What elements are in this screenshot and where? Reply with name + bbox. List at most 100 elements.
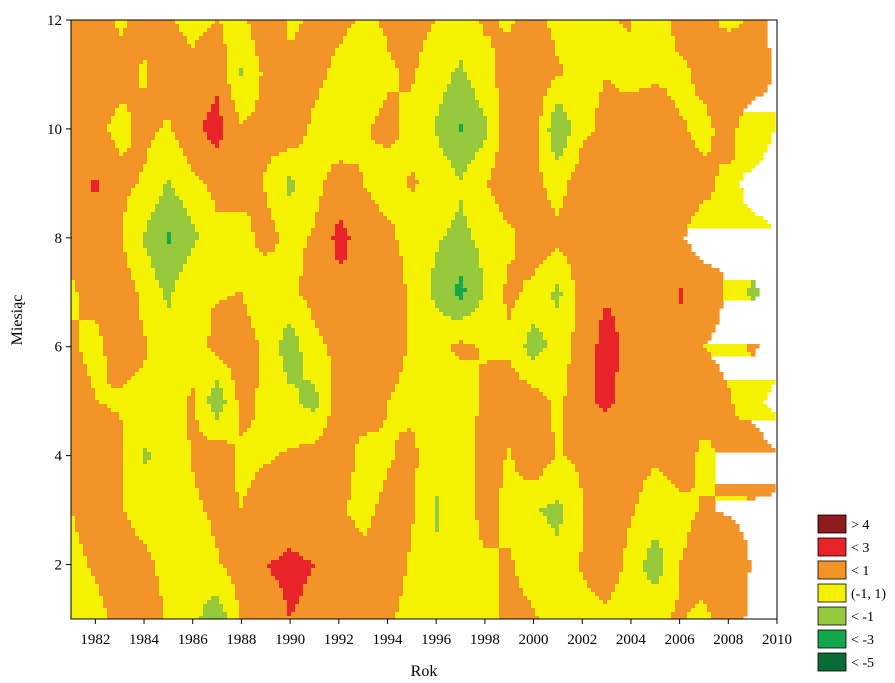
contour-cell (71, 160, 148, 165)
contour-cell (187, 36, 200, 41)
contour-cell (735, 132, 772, 137)
contour-cell (135, 288, 164, 293)
contour-cell (371, 516, 416, 521)
contour-cell (79, 336, 104, 341)
y-axis-title: Miesiąc (9, 295, 26, 346)
x-tick-label: 2008 (713, 632, 743, 648)
contour-cell (155, 208, 188, 213)
contour-cell (143, 452, 152, 457)
contour-cell (367, 188, 412, 193)
contour-cell (279, 348, 300, 353)
contour-cell (123, 468, 192, 473)
contour-cell (403, 588, 500, 593)
contour-cell (151, 140, 180, 145)
contour-cell (123, 384, 216, 389)
contour-cell (243, 504, 348, 509)
contour-cell (71, 504, 124, 509)
contour-cell (599, 596, 612, 601)
contour-cell (107, 380, 128, 385)
contour-cell (471, 232, 516, 237)
contour-cell (627, 544, 652, 549)
contour-cell (439, 512, 476, 517)
contour-cell (507, 280, 524, 285)
contour-cell (195, 172, 264, 177)
contour-cell (675, 104, 708, 109)
contour-cell (407, 336, 528, 341)
contour-cell (527, 352, 540, 357)
contour-cell (227, 56, 260, 61)
contour-cell (555, 108, 564, 113)
contour-cell (283, 592, 304, 597)
contour-cell (595, 400, 616, 405)
contour-cell (195, 240, 256, 245)
contour-cell (247, 428, 324, 433)
contour-cell (495, 76, 556, 81)
contour-cell (251, 484, 352, 489)
contour-cell (679, 568, 752, 573)
contour-cell (247, 308, 312, 313)
contour-cell (227, 76, 260, 81)
contour-cell (283, 328, 296, 333)
contour-cell (123, 228, 148, 233)
contour-cell (307, 300, 408, 305)
contour-cell (219, 384, 236, 389)
contour-cell (407, 344, 452, 349)
contour-cell (303, 248, 336, 253)
contour-cell (371, 128, 400, 133)
contour-cell (199, 176, 264, 181)
contour-cell (71, 248, 124, 253)
contour-cell (79, 348, 104, 353)
contour-cell (499, 104, 544, 109)
contour-cell (71, 84, 140, 89)
contour-cell (711, 144, 736, 149)
contour-cell (703, 200, 744, 205)
contour-cell (751, 284, 756, 289)
contour-cell (351, 488, 384, 493)
contour-cell (243, 296, 304, 301)
contour-cell (463, 280, 484, 285)
contour-cell (539, 328, 576, 333)
contour-cell (707, 348, 748, 353)
contour-cell (723, 292, 748, 297)
contour-cell (351, 236, 396, 241)
contour-cell (271, 560, 312, 565)
x-tick-label: 1994 (372, 632, 403, 648)
contour-cell (355, 452, 396, 457)
contour-cell (191, 452, 236, 457)
contour-cell (203, 32, 224, 37)
contour-cell (71, 368, 88, 373)
contour-cell (135, 184, 164, 189)
contour-cell (127, 200, 160, 205)
contour-cell (223, 120, 240, 125)
contour-cell (227, 616, 240, 619)
contour-cell (331, 380, 400, 385)
contour-cell (543, 112, 552, 117)
contour-cell (687, 128, 716, 133)
contour-cell (71, 164, 144, 169)
contour-cell (139, 72, 148, 77)
contour-cell (639, 492, 716, 497)
contour-cell (327, 172, 364, 177)
contour-cell (71, 444, 124, 449)
contour-cell (131, 144, 152, 149)
contour-cell (287, 372, 304, 377)
contour-cell (71, 424, 124, 429)
contour-cell (71, 36, 188, 41)
contour-cell (539, 156, 556, 161)
contour-cell (107, 608, 164, 613)
contour-cell (647, 576, 660, 581)
contour-cell (531, 604, 676, 609)
contour-cell (387, 468, 416, 473)
contour-cell (143, 60, 148, 65)
contour-cell (499, 500, 556, 505)
contour-cell (499, 544, 584, 549)
contour-cell (207, 116, 224, 121)
contour-cell (435, 304, 480, 309)
contour-cell (303, 272, 404, 277)
contour-cell (71, 464, 124, 469)
contour-cell (175, 288, 300, 293)
contour-cell (463, 204, 500, 209)
contour-cell (295, 604, 400, 609)
contour-cell (71, 284, 76, 289)
contour-cell (579, 472, 652, 477)
